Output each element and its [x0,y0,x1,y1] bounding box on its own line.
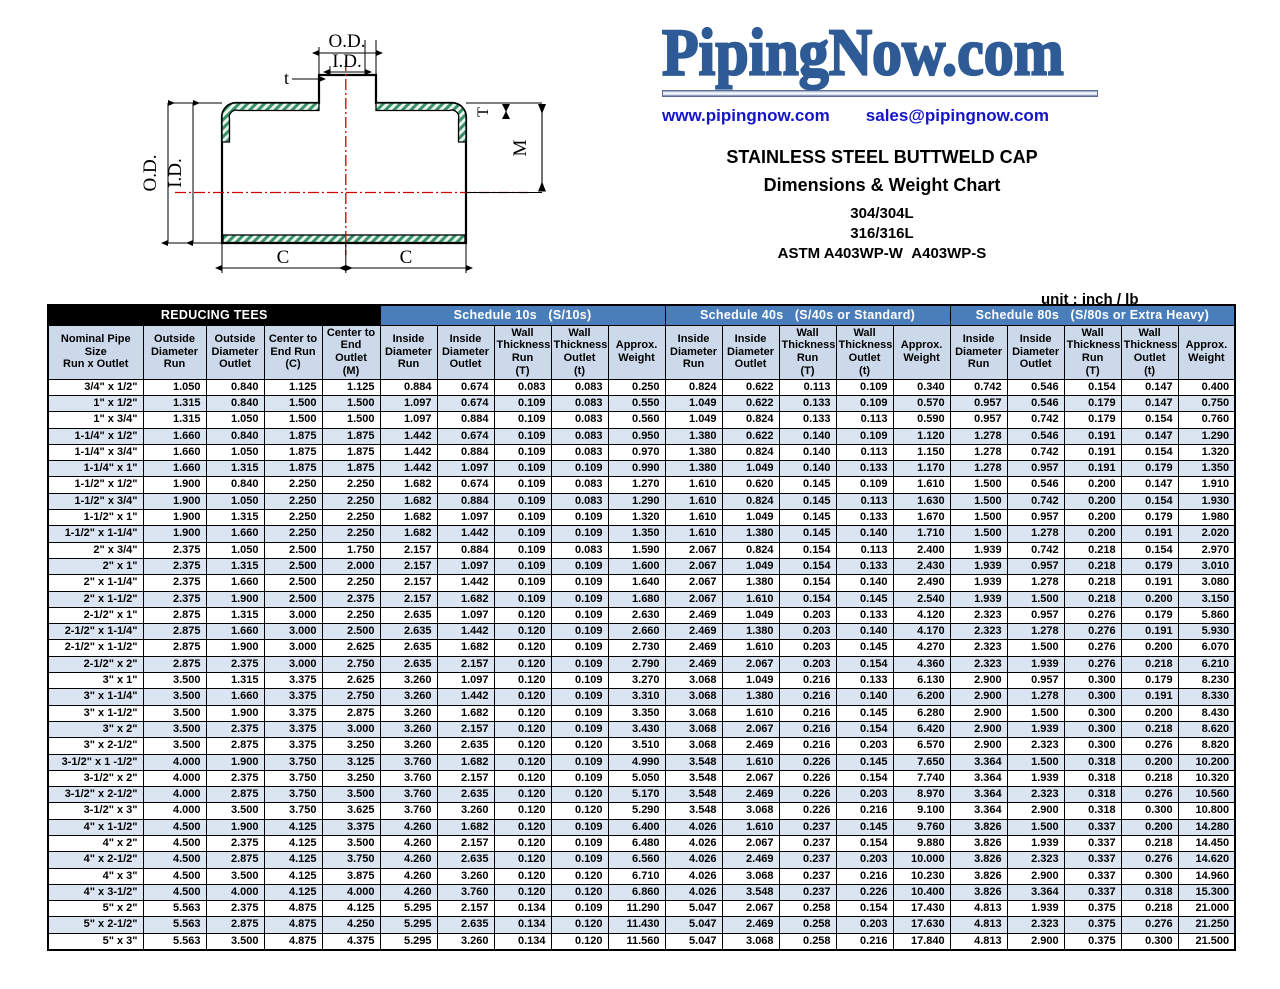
svg-text:T: T [475,107,492,117]
svg-text:M: M [510,139,531,156]
svg-text:O.D.: O.D. [140,155,161,192]
svg-text:C: C [277,247,290,268]
svg-text:O.D.: O.D. [329,31,366,52]
svg-text:I.D.: I.D. [165,158,186,188]
svg-text:C: C [400,247,413,268]
svg-text:I.D.: I.D. [332,51,362,72]
svg-text:t: t [284,68,289,88]
